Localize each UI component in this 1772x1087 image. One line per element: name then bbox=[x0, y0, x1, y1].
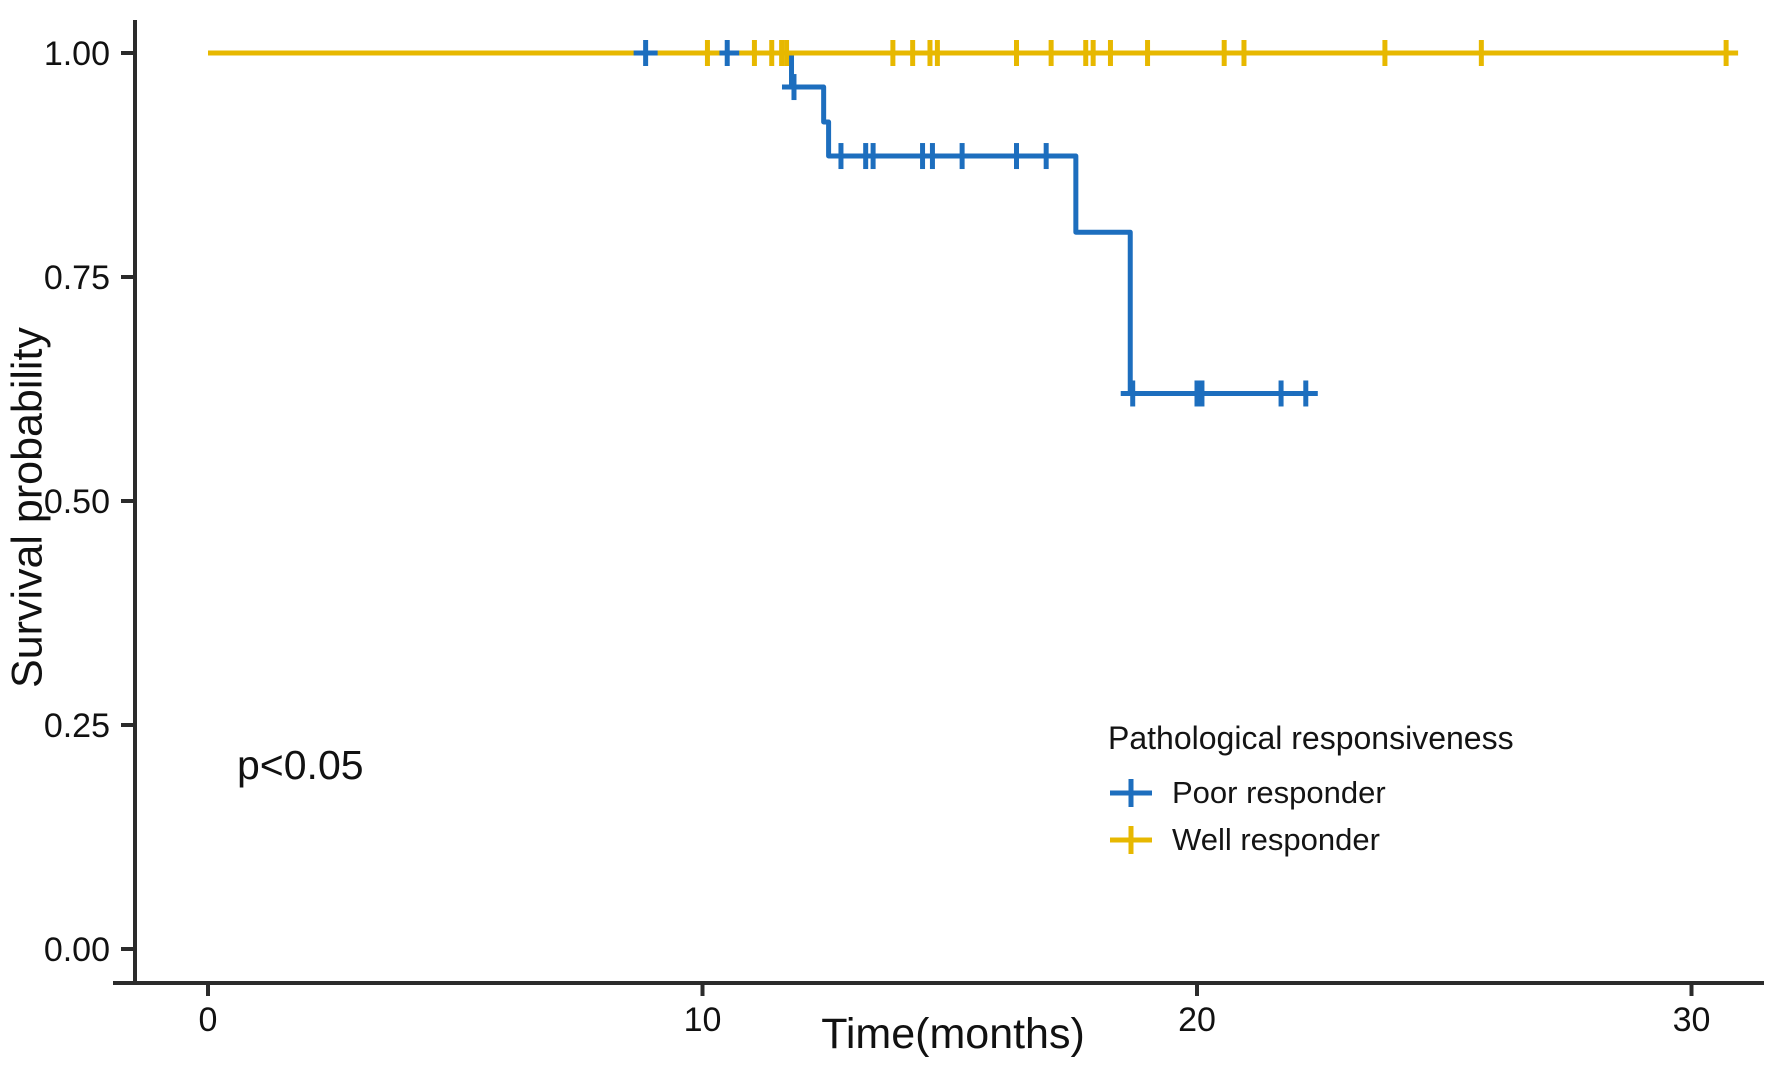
p-value-annotation: p<0.05 bbox=[237, 742, 364, 788]
legend-title: Pathological responsiveness bbox=[1108, 720, 1514, 756]
y-axis-title: Survival probability bbox=[3, 327, 52, 688]
x-tick-label: 0 bbox=[199, 1001, 218, 1039]
x-tick-label: 10 bbox=[684, 1001, 722, 1039]
censor-plus-icon bbox=[1110, 825, 1152, 854]
legend-item-poor-responder: Poor responder bbox=[1108, 769, 1514, 816]
y-tick-label: 0.50 bbox=[44, 483, 110, 521]
y-tick-label: 0.25 bbox=[44, 707, 110, 745]
censor-plus-icon bbox=[1110, 778, 1152, 807]
y-tick-label: 0.00 bbox=[44, 931, 110, 969]
x-axis-title: Time(months) bbox=[821, 1010, 1085, 1058]
legend-label: Well responder bbox=[1172, 821, 1380, 857]
y-tick-label: 0.75 bbox=[44, 259, 110, 297]
x-tick-label: 20 bbox=[1178, 1001, 1216, 1039]
x-tick-label: 30 bbox=[1673, 1001, 1711, 1039]
y-tick-label: 1.00 bbox=[44, 35, 110, 73]
legend: Pathological responsiveness Poor respond… bbox=[1108, 720, 1514, 863]
survival-curve-poor-responder bbox=[208, 50, 1316, 396]
legend-label: Poor responder bbox=[1172, 774, 1386, 810]
legend-item-well-responder: Well responder bbox=[1108, 816, 1514, 863]
